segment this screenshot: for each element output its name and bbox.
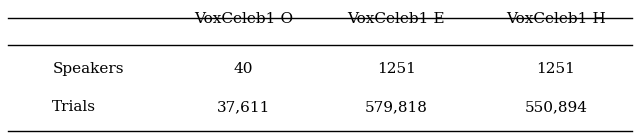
Text: VoxCeleb1-E: VoxCeleb1-E (348, 12, 445, 26)
Text: 550,894: 550,894 (524, 100, 588, 114)
Text: 1251: 1251 (536, 62, 575, 76)
Text: Trials: Trials (52, 100, 97, 114)
Text: VoxCeleb1-H: VoxCeleb1-H (506, 12, 605, 26)
Text: Speakers: Speakers (52, 62, 124, 76)
Text: 1251: 1251 (377, 62, 416, 76)
Text: 579,818: 579,818 (365, 100, 428, 114)
Text: 40: 40 (234, 62, 253, 76)
Text: 37,611: 37,611 (217, 100, 270, 114)
Text: VoxCeleb1-O: VoxCeleb1-O (194, 12, 293, 26)
